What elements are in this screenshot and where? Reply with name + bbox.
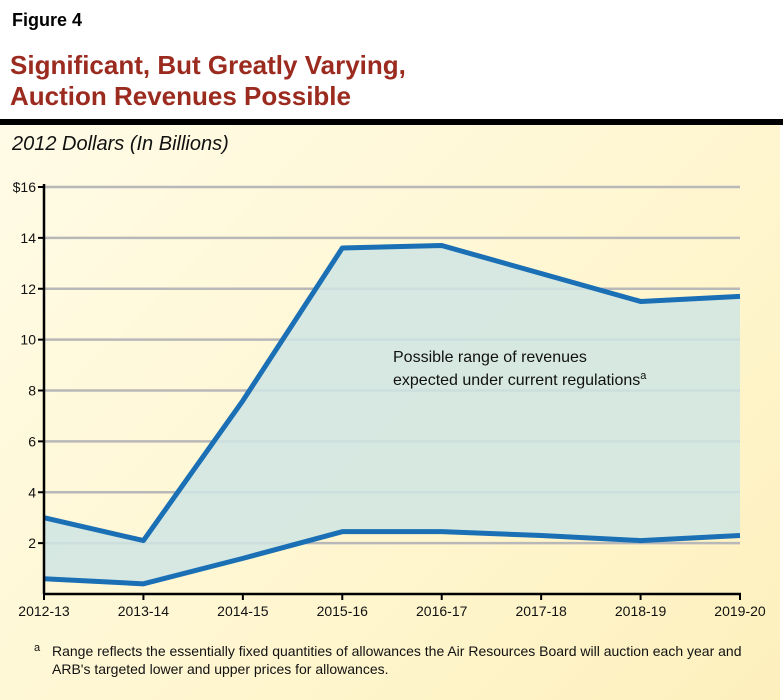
x-tick-label: 2014-15 bbox=[217, 603, 269, 619]
y-tick-label: 4 bbox=[28, 484, 36, 500]
y-axis-label: 2012 Dollars (In Billions) bbox=[12, 133, 229, 155]
title-rule bbox=[0, 119, 783, 125]
x-tick-label: 2013-14 bbox=[118, 603, 170, 619]
x-tick-label: 2016-17 bbox=[416, 603, 468, 619]
annotation-sup: a bbox=[640, 370, 647, 382]
annotation-line-2-text: expected under current regulations bbox=[393, 372, 640, 389]
title-line-2: Auction Revenues Possible bbox=[10, 81, 351, 111]
x-tick-label: 2012-13 bbox=[18, 603, 70, 619]
annotation-line-2: expected under current regulationsa bbox=[393, 370, 647, 389]
range-area bbox=[44, 245, 740, 584]
x-tick-label: 2019-20 bbox=[714, 603, 766, 619]
x-tick-label: 2015-16 bbox=[317, 603, 369, 619]
x-tick-label: 2017-18 bbox=[515, 603, 567, 619]
y-tick-label: $16 bbox=[13, 179, 37, 195]
y-tick-label: 8 bbox=[28, 383, 36, 399]
y-tick-label: 12 bbox=[20, 281, 36, 297]
footnote: a Range reflects the essentially fixed q… bbox=[34, 642, 756, 678]
x-tick-label: 2018-19 bbox=[615, 603, 667, 619]
figure-label: Figure 4 bbox=[12, 10, 83, 30]
footnote-marker: a bbox=[34, 642, 41, 654]
y-tick-label: 14 bbox=[20, 230, 36, 246]
annotation-line-1: Possible range of revenues bbox=[393, 349, 587, 366]
y-tick-label: 2 bbox=[28, 535, 36, 551]
y-tick-label: 6 bbox=[28, 433, 36, 449]
chart-title: Significant, But Greatly Varying, Auctio… bbox=[10, 50, 406, 112]
header bbox=[0, 0, 783, 122]
lower-bound-line bbox=[43, 529, 741, 587]
title-line-1: Significant, But Greatly Varying, bbox=[10, 50, 406, 80]
y-tick-label: 10 bbox=[20, 332, 36, 348]
upper-bound-line bbox=[43, 243, 741, 544]
footnote-text: Range reflects the essentially fixed qua… bbox=[52, 643, 742, 677]
